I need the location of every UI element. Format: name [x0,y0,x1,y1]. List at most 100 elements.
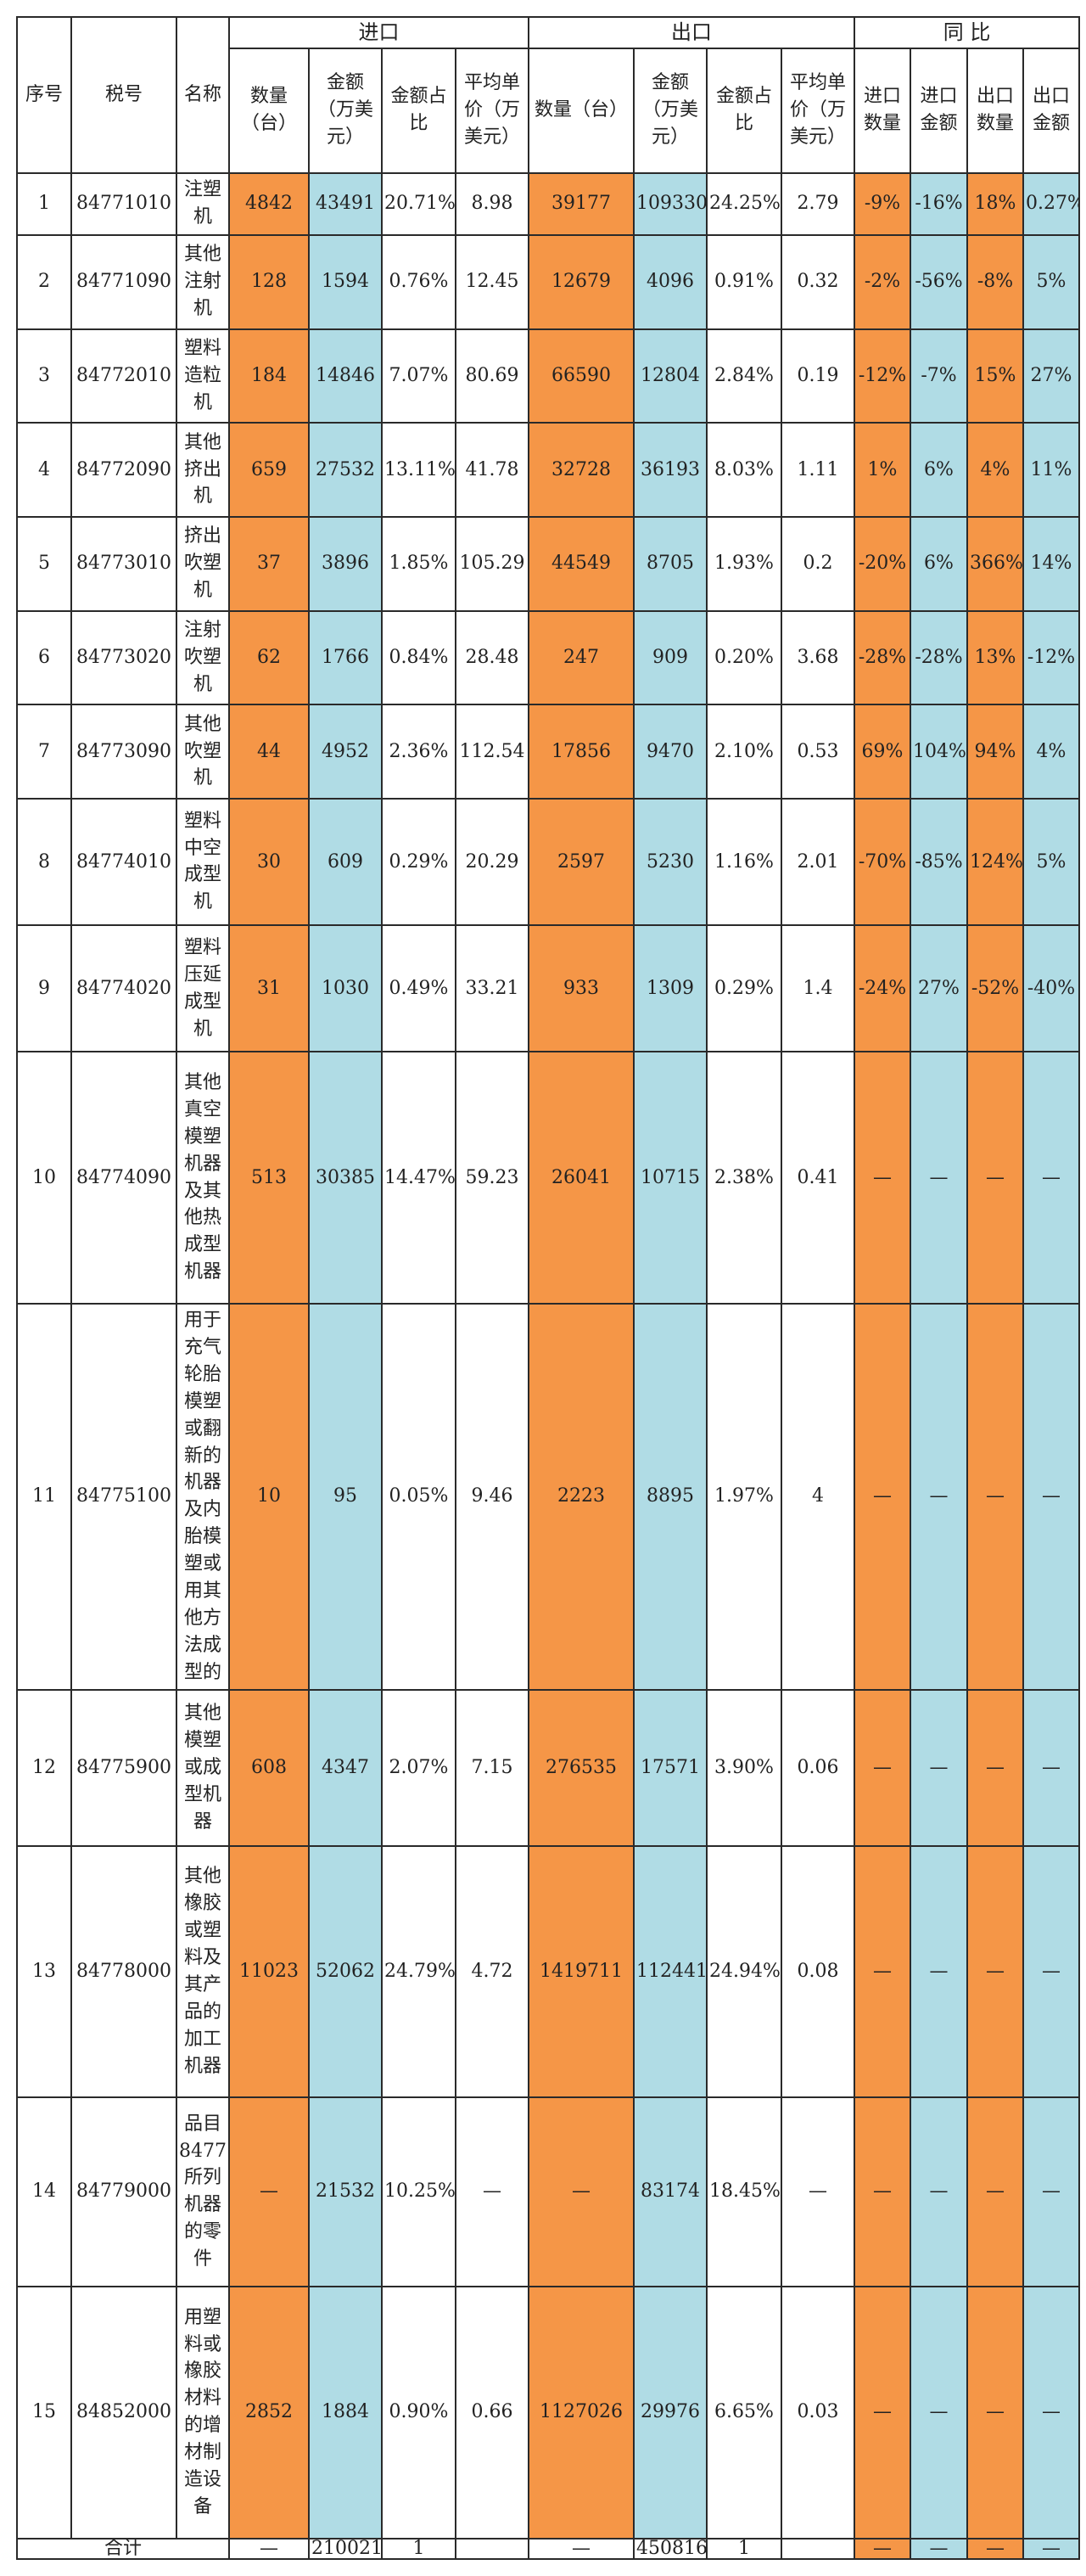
exp-amt-cell: 83174 [633,2096,708,2287]
imp-price-cell: 112.54 [455,704,529,800]
name-cell: 挤出吹塑机 [176,515,230,612]
name-cell: 其他模塑或成型机器 [176,1689,230,1847]
imp-qty-cell: 37 [228,515,310,612]
yoy-imp-qty-cell: — [854,1302,911,1692]
exp-share-cell: 0.29% [706,924,782,1053]
exp-share-cell: 0.20% [706,609,782,706]
yoy-imp-qty-cell: -12% [854,328,911,424]
header-exp-share: 金额占比 [706,47,782,174]
header-code: 税号 [70,16,177,174]
exp-price-cell: 0.03 [781,2285,855,2540]
name-cell: 塑料造粒机 [176,328,230,424]
yoy-imp-qty-cell: — [854,2285,911,2540]
table-row: 5 84773010 挤出吹塑机 37 3896 1.85% 105.29 44549 8705… [16,515,1081,612]
yoy-exp-amt-cell: 5% [1022,233,1081,330]
yoy-imp-amt-cell: — [910,1302,968,1692]
header-imp-qty: 数量（台） [228,47,310,174]
imp-qty-cell: 31 [228,924,310,1053]
imp-share-cell: 7.07% [381,328,456,424]
imp-amt-cell: 4347 [308,1689,383,1847]
exp-price-cell: 1.11 [781,422,855,518]
seq-cell: 12 [16,1689,72,1847]
total-exp-share: 1 [706,2538,782,2560]
exp-share-cell: 24.94% [706,1844,782,2099]
yoy-imp-amt-cell: -16% [910,171,968,236]
yoy-exp-qty-cell: — [966,1844,1024,2099]
yoy-imp-amt-cell: -28% [910,609,968,706]
exp-qty-cell: 933 [528,924,635,1053]
table-row: 3 84772010 塑料造粒机 184 14846 7.07% 80.69 66590 128… [16,328,1081,424]
yoy-imp-amt-cell: 6% [910,422,968,518]
yoy-exp-amt-cell: 27% [1022,328,1081,424]
imp-price-cell: 20.29 [455,797,529,927]
exp-qty-cell: — [528,2096,635,2287]
exp-amt-cell: 8705 [633,515,708,612]
header-yoy-exp-qty: 出口数量 [966,47,1024,174]
imp-amt-cell: 1766 [308,609,383,706]
imp-share-cell: 0.05% [381,1302,456,1692]
exp-price-cell: 2.01 [781,797,855,927]
imp-qty-cell: 128 [228,233,310,330]
exp-amt-cell: 9470 [633,704,708,800]
yoy-exp-qty-cell: 366% [966,515,1024,612]
seq-cell: 1 [16,171,72,236]
code-cell: 84779000 [70,2096,177,2287]
total-imp-amt: 210021 [308,2538,383,2560]
exp-share-cell: 3.90% [706,1689,782,1847]
exp-share-cell: 2.84% [706,328,782,424]
header-group-row: 序号 税号 名称 进口 出口 同 比 [16,16,1081,174]
seq-cell: 4 [16,422,72,518]
imp-share-cell: 2.07% [381,1689,456,1847]
yoy-exp-qty-cell: -8% [966,233,1024,330]
imp-amt-cell: 1884 [308,2285,383,2540]
seq-cell: 13 [16,1844,72,2099]
yoy-imp-amt-cell: -7% [910,328,968,424]
code-cell: 84772010 [70,328,177,424]
imp-qty-cell: 44 [228,704,310,800]
imp-amt-cell: 52062 [308,1844,383,2099]
header-yoy-imp-amt: 进口金额 [910,47,968,174]
yoy-imp-amt-cell: — [910,2285,968,2540]
exp-amt-cell: 4096 [633,233,708,330]
yoy-exp-amt-cell: -12% [1022,609,1081,706]
imp-qty-cell: 30 [228,797,310,927]
total-yoy-imp-qty: — [854,2538,911,2560]
table-row: 6 84773020 注射吹塑机 62 1766 0.84% 28.48 247 909 0.20… [16,609,1081,706]
yoy-imp-qty-cell: — [854,1051,911,1305]
exp-qty-cell: 17856 [528,704,635,800]
table-row: 8 84774010 塑料中空成型机 30 609 0.29% 20.29 2597 5230 1… [16,797,1081,927]
code-cell: 84852000 [70,2285,177,2540]
table-row: 15 84852000 用塑料或橡胶材料的增材制造设备 2852 1884 0.90% 0.… [16,2285,1081,2540]
yoy-imp-qty-cell: — [854,1844,911,2099]
yoy-imp-amt-cell: — [910,1844,968,2099]
exp-share-cell: 24.25% [706,171,782,236]
table-row: 9 84774020 塑料压延成型机 31 1030 0.49% 33.21 933 1309 0… [16,924,1081,1053]
imp-price-cell: 80.69 [455,328,529,424]
exp-price-cell: 0.2 [781,515,855,612]
exp-amt-cell: 29976 [633,2285,708,2540]
imp-amt-cell: 3896 [308,515,383,612]
seq-cell: 2 [16,233,72,330]
header-imp-amt: 金额（万美元） [308,47,383,174]
name-cell: 其他橡胶或塑料及其产品的加工机器 [176,1844,230,2099]
yoy-imp-qty-cell: -2% [854,233,911,330]
yoy-exp-amt-cell: — [1022,1051,1081,1305]
table-row: 14 84779000 品目8477所列机器的零件 —21532 10.25% — —831… [16,2096,1081,2287]
imp-qty-cell: 608 [228,1689,310,1847]
seq-cell: 3 [16,328,72,424]
exp-share-cell: 1.93% [706,515,782,612]
exp-price-cell: — [781,2096,855,2287]
seq-cell: 5 [16,515,72,612]
name-cell: 塑料中空成型机 [176,797,230,927]
seq-cell: 15 [16,2285,72,2540]
exp-price-cell: 0.32 [781,233,855,330]
imp-price-cell: 33.21 [455,924,529,1053]
imp-qty-cell: 4842 [228,171,310,236]
imp-share-cell: 0.29% [381,797,456,927]
exp-amt-cell: 10715 [633,1051,708,1305]
yoy-imp-qty-cell: 1% [854,422,911,518]
code-cell: 84774010 [70,797,177,927]
exp-amt-cell: 36193 [633,422,708,518]
yoy-exp-amt-cell: — [1022,1302,1081,1692]
yoy-imp-qty-cell: — [854,1689,911,1847]
